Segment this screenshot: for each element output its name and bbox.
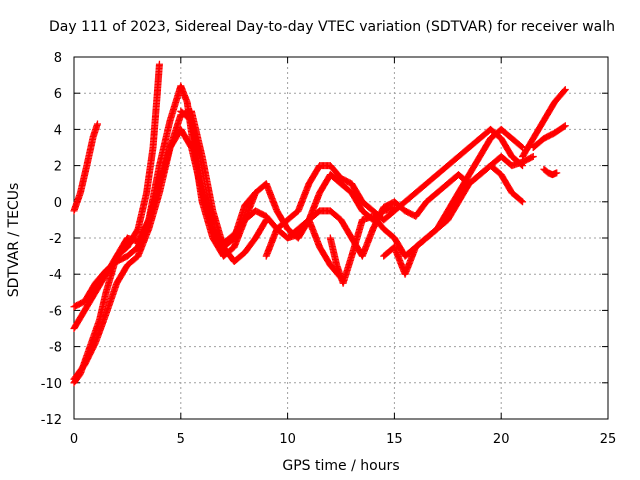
chart-title: Day 111 of 2023, Sidereal Day-to-day VTE… [49,19,615,35]
series-arc-8 [284,153,537,260]
series-arc-13 [540,165,561,179]
series-arc-11 [519,86,569,161]
series-arc-10 [380,125,527,278]
y-tick-label: 0 [54,196,62,211]
axis-ticks: 0 5 10 15 20 25 -12 -10 -8 -6 -4 -2 0 2 4 6 8 [41,51,617,447]
y-tick-label: -8 [49,341,62,356]
data-point-marker [529,153,537,161]
data-point-marker [553,169,561,177]
series-arc-7 [262,125,527,260]
y-tick-label: -10 [41,377,62,392]
x-tick-label: 25 [600,432,617,447]
data-point-marker [528,153,536,161]
data-points [70,60,569,387]
y-tick-label: 4 [54,123,62,138]
data-point-marker [560,87,568,95]
y-tick-label: -2 [49,232,62,247]
x-tick-label: 15 [386,432,403,447]
x-axis-label: GPS time / hours [282,458,399,474]
data-point-marker [560,123,568,131]
series-arc-12 [529,122,569,151]
data-point-marker [517,197,525,205]
data-point-marker [517,143,525,151]
y-axis-label: SDTVAR / TECUs [6,183,22,298]
x-tick-label: 20 [493,432,510,447]
data-point-marker [155,60,163,68]
x-tick-label: 5 [177,432,185,447]
data-point-marker [93,120,101,128]
y-tick-label: 8 [54,51,62,66]
series-arc-1 [70,120,101,215]
y-tick-label: -12 [41,413,62,428]
y-tick-label: -6 [49,304,62,319]
data-point-marker [561,122,569,130]
x-tick-label: 0 [70,432,78,447]
data-point-marker [519,198,527,206]
y-tick-label: 6 [54,87,62,102]
y-tick-label: 2 [54,160,62,175]
y-tick-label: -4 [49,268,62,283]
data-point-marker [561,86,569,94]
x-tick-label: 10 [279,432,296,447]
